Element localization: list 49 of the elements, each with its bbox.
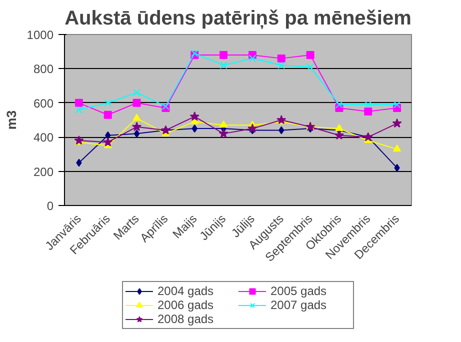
point	[278, 126, 284, 134]
legend-label: 2004 gads	[158, 284, 215, 298]
y-tick-label: 0	[46, 199, 54, 213]
point	[248, 54, 256, 62]
point	[392, 118, 402, 128]
point	[248, 124, 258, 133]
point	[103, 137, 113, 146]
point	[133, 88, 140, 96]
y-tick-label: 800	[33, 62, 54, 76]
y-axis-title: m3	[4, 110, 19, 130]
point	[277, 54, 286, 62]
point	[335, 124, 344, 132]
point	[104, 99, 112, 107]
point	[278, 62, 286, 69]
legend-label: 2007 gads	[270, 298, 328, 312]
y-tick-label: 1000	[26, 28, 54, 42]
point	[334, 130, 344, 140]
point	[306, 63, 314, 71]
point	[105, 131, 111, 140]
y-tick-label: 600	[33, 96, 54, 110]
point	[134, 130, 140, 138]
point	[306, 51, 314, 60]
point	[393, 144, 402, 152]
point	[132, 122, 142, 131]
chart-title: Aukstā ūdens patēriņš pa mēnešiem	[64, 8, 412, 30]
point	[364, 107, 372, 116]
legend-label: 2006 gads	[158, 298, 215, 312]
point	[192, 124, 198, 133]
y-tick-label: 200	[33, 164, 54, 179]
point	[76, 158, 82, 167]
point	[394, 164, 400, 172]
point	[220, 120, 228, 128]
point	[364, 100, 372, 108]
point	[75, 106, 83, 114]
point	[393, 100, 401, 108]
point	[190, 50, 198, 57]
point	[132, 114, 141, 121]
point	[162, 102, 170, 110]
point	[104, 110, 112, 119]
legend-label: 2005 gads	[270, 284, 328, 298]
point	[336, 100, 343, 108]
point	[220, 51, 228, 60]
point	[132, 98, 141, 107]
y-tick-label: 400	[33, 130, 54, 145]
legend-label: 2008 gads	[158, 312, 215, 326]
point	[218, 128, 228, 138]
point	[220, 62, 228, 69]
point	[74, 98, 83, 107]
point	[190, 112, 200, 121]
